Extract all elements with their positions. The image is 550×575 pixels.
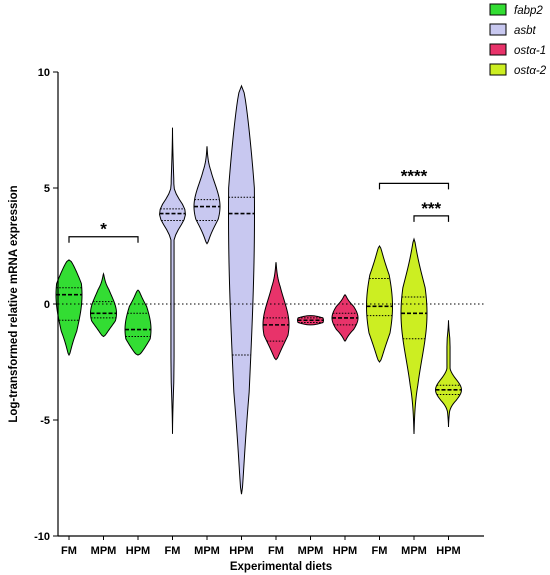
x-tick-label: FM	[165, 545, 181, 557]
y-tick-label: -5	[40, 415, 50, 427]
significance-label: ***	[421, 199, 441, 218]
significance-label: *	[100, 220, 107, 239]
x-tick-label: FM	[268, 545, 284, 557]
significance-bracket	[378, 182, 450, 190]
x-tick-label: HPM	[333, 545, 357, 557]
significance-bracket	[68, 236, 139, 243]
violin-asbt-MPM	[193, 146, 221, 245]
x-tick-label: MPM	[91, 545, 117, 557]
legend-label: ostα-1	[514, 45, 546, 57]
violin-fabp2-MPM	[89, 272, 118, 338]
x-tick-label: FM	[372, 545, 388, 557]
y-axis-title: Log-transformed relative mRNA expression	[8, 185, 20, 422]
x-tick-label: HPM	[436, 545, 460, 557]
legend-label: asbt	[514, 25, 537, 37]
legend-label: fabp2	[514, 5, 543, 17]
legend-swatch-asbt	[489, 23, 507, 36]
x-axis-title: Experimental diets	[230, 561, 332, 573]
violin-fabp2-FM	[55, 259, 83, 357]
x-tick-label: HPM	[229, 545, 253, 557]
y-tick-label: -10	[34, 531, 50, 543]
violin-ostα-1-FM	[262, 262, 290, 361]
plot-area	[55, 84, 463, 495]
x-tick-label: MPM	[298, 545, 324, 557]
legend-label: ostα-2	[514, 65, 547, 77]
legend-swatch-ostα-1	[489, 43, 507, 56]
legend-swatch-ostα-2	[489, 63, 507, 76]
significance-label: ****	[401, 166, 428, 185]
legend-swatch-fabp2	[489, 3, 507, 16]
y-tick-label: 10	[38, 67, 50, 79]
axes: FM MPM HPM FM MPM HPM FM MPM HPM FM MPM HPM -10 -5 0 5 1…	[34, 67, 484, 557]
y-tick-label: 5	[44, 183, 50, 195]
violin-ostα-2-HPM	[434, 320, 463, 427]
legend: fabp2 asbt ostα-1 ostα-2	[489, 3, 547, 77]
x-tick-label: MPM	[401, 545, 427, 557]
violin-fabp2-HPM	[124, 289, 152, 356]
significance-annotations: ********	[68, 166, 450, 243]
significance-bracket	[413, 215, 450, 222]
violin-asbt-HPM	[227, 84, 256, 495]
violin-asbt-FM	[159, 127, 186, 434]
x-tick-label: MPM	[194, 545, 220, 557]
violin-ostα-2-MPM	[400, 237, 428, 434]
y-tick-label: 0	[44, 299, 50, 311]
x-tick-label: FM	[61, 545, 77, 557]
x-tick-label: HPM	[126, 545, 150, 557]
